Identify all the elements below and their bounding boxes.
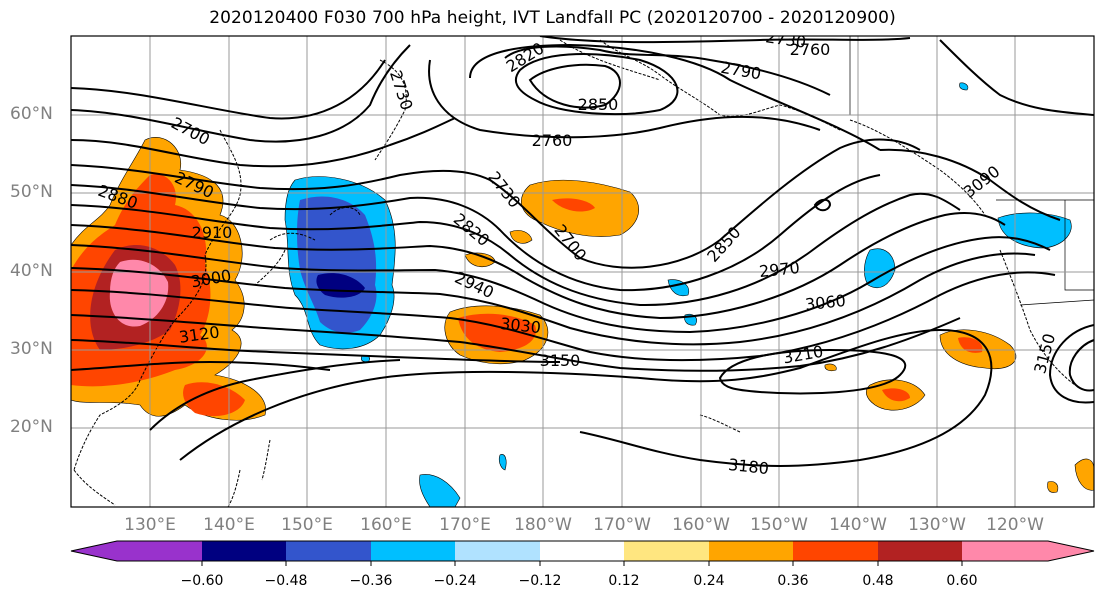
lon-label: 170°E — [439, 515, 491, 535]
lon-label: 150°E — [281, 515, 333, 535]
colorbar-extend-low — [71, 541, 117, 561]
colorbar-tick-label: −0.12 — [518, 573, 562, 589]
colorbar-tick-label: −0.48 — [264, 573, 308, 589]
colorbar-tick-label: 0.48 — [862, 573, 894, 589]
contour-label: 2910 — [192, 223, 233, 242]
contour-label: 2760 — [532, 131, 573, 150]
contour-label: 2760 — [790, 40, 831, 59]
colorbar-tick-label: 0.60 — [946, 573, 978, 589]
lat-label-40n: 40°N — [10, 261, 53, 281]
colorbar-tick-label: 0.12 — [608, 573, 640, 589]
contour-label: 3030 — [499, 314, 541, 337]
lat-label-30n: 30°N — [10, 339, 53, 359]
colorbar — [70, 540, 1095, 566]
lat-label-60n: 60°N — [10, 104, 53, 124]
lon-label: 160°W — [672, 515, 730, 535]
map-title: 2020120400 F030 700 hPa height, IVT Land… — [209, 8, 896, 28]
lat-label-20n: 20°N — [10, 417, 53, 437]
colorbar-tick-label: 0.36 — [777, 573, 809, 589]
lon-label: 160°E — [360, 515, 412, 535]
lon-label: 130°E — [124, 515, 176, 535]
contour-label: 2970 — [758, 258, 800, 281]
contour-label: 3150 — [540, 351, 581, 370]
political-borders — [849, 36, 1094, 306]
lon-label: 140°E — [203, 515, 255, 535]
lon-label: 150°W — [750, 515, 808, 535]
map-border — [70, 35, 1095, 508]
colorbar-tick-label: −0.60 — [180, 573, 224, 589]
lon-label: 170°W — [593, 515, 651, 535]
contour-label: 3060 — [804, 291, 846, 314]
colorbar-tick-label: −0.36 — [349, 573, 393, 589]
ivt-negative-shading — [284, 82, 1072, 507]
height-contours — [71, 36, 1094, 467]
lon-label: 140°W — [829, 515, 887, 535]
colorbar-tick-label: −0.24 — [433, 573, 477, 589]
colorbar-tick-label: 0.24 — [693, 573, 725, 589]
lon-label: 130°W — [908, 515, 966, 535]
lon-label: 120°W — [986, 515, 1044, 535]
lon-label: 180°W — [514, 515, 572, 535]
contour-label: 3180 — [727, 455, 769, 478]
contour-label: 2850 — [578, 95, 619, 114]
colorbar-extend-high — [1048, 541, 1094, 561]
ivt-region-east-negative — [864, 248, 896, 289]
lat-label-50n: 50°N — [10, 182, 53, 202]
